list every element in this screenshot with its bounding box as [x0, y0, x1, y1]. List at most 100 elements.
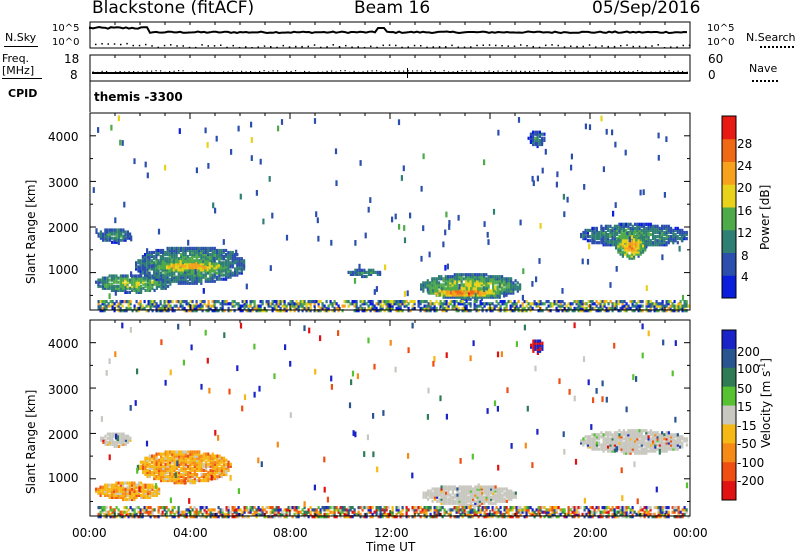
- power-region-5-cell: [460, 285, 463, 289]
- power-region-3-cell: [175, 264, 178, 268]
- power-region-5-cell: [426, 281, 429, 285]
- velocity-region-2-cell: [220, 466, 223, 470]
- power-region-5-cell: [471, 275, 474, 279]
- power-region-1-cell: [140, 286, 143, 290]
- power-scatter-cell: [215, 135, 218, 142]
- velocity-region-0-cell: [127, 434, 130, 438]
- velocity-region-1-cell: [108, 495, 111, 499]
- velocity-region-2-cell: [209, 462, 212, 466]
- velocity-region-3-cell: [451, 489, 454, 493]
- velocity-region-3-cell: [454, 499, 457, 503]
- power-nearrange-cell: [477, 309, 480, 313]
- power-nearrange-cell: [581, 302, 584, 306]
- power-region-3-cell: [193, 262, 196, 266]
- velocity-region-4-cell: [645, 449, 648, 453]
- power-region-1-cell: [97, 282, 100, 286]
- velocity-region-3-cell: [487, 499, 490, 503]
- power-region-8-cell: [602, 226, 605, 230]
- power-region-2-cell: [229, 263, 232, 267]
- power-scatter-cell: [207, 163, 210, 169]
- power-region-6-cell: [456, 295, 459, 299]
- power-scatter-cell: [133, 158, 136, 165]
- velocity-region-2-cell: [169, 477, 172, 481]
- velocity-region-1-cell: [133, 489, 136, 493]
- power-region-2-cell: [144, 269, 147, 273]
- power-scatter-cell: [250, 155, 253, 161]
- velocity-region-4-cell: [667, 441, 670, 445]
- velocity-region-4-cell: [638, 435, 641, 439]
- velocity-region-2-cell: [180, 466, 183, 470]
- power-region-5-cell: [471, 285, 474, 289]
- velocity-region-1-cell: [151, 483, 154, 487]
- power-region-2-cell: [211, 255, 214, 259]
- nave-point: [205, 71, 207, 73]
- power-region-8-cell: [652, 228, 655, 232]
- power-region-5-cell: [433, 287, 436, 291]
- power-nearrange-cell: [423, 306, 426, 310]
- power-region-5-cell: [519, 285, 522, 289]
- velocity-region-2-cell: [218, 466, 221, 470]
- power-region-2-cell: [186, 275, 189, 279]
- power-region-6-cell: [456, 289, 459, 293]
- nave-point: [547, 70, 549, 72]
- velocity-region-2-cell: [227, 460, 230, 464]
- velocity-region-0-cell: [118, 444, 121, 448]
- velocity-region-0-cell: [115, 442, 118, 446]
- power-nearrange-cell: [459, 302, 462, 306]
- power-region-8-cell: [647, 237, 650, 241]
- velocity-region-2-cell: [175, 454, 178, 458]
- power-region-0-cell: [122, 238, 125, 242]
- power-region-5-cell: [451, 279, 454, 283]
- velocity-region-1-cell: [104, 489, 107, 493]
- power-region-5-cell: [505, 293, 508, 297]
- power-nearrange-cell: [241, 309, 244, 313]
- velocity-region-2-cell: [160, 454, 163, 458]
- power-region-7-cell: [538, 132, 541, 136]
- power-nearrange-cell: [271, 306, 274, 310]
- power-region-8-cell: [591, 237, 594, 241]
- power-region-2-cell: [227, 259, 230, 263]
- power-region-6-cell: [470, 291, 473, 295]
- power-region-8-cell: [591, 235, 594, 239]
- velocity-region-2-cell: [173, 456, 176, 460]
- velocity-region-4-cell: [649, 431, 652, 435]
- power-nearrange-cell: [297, 309, 300, 313]
- power-region-2-cell: [186, 248, 189, 253]
- power-nearrange-cell: [385, 300, 388, 304]
- velocity-region-2-cell: [157, 477, 160, 481]
- power-nearrange-cell: [597, 309, 600, 313]
- power-region-5-cell: [442, 285, 445, 289]
- power-nearrange-cell: [213, 300, 216, 304]
- power-region-3-cell: [204, 268, 207, 272]
- freq-unit: [MHz]: [2, 64, 35, 77]
- power-region-9-cell: [621, 244, 624, 248]
- nave-point: [277, 70, 279, 72]
- power-region-6-cell: [490, 291, 493, 295]
- power-nearrange-cell: [475, 309, 478, 313]
- power-nearrange-cell: [655, 302, 658, 306]
- power-region-5-cell: [444, 281, 447, 285]
- power-region-9-cell: [639, 246, 642, 250]
- velocity-region-3-cell: [481, 497, 484, 501]
- nave-point: [97, 71, 99, 74]
- nave-point: [416, 70, 418, 72]
- power-region-5-cell: [492, 277, 495, 281]
- power-region-0-cell: [104, 238, 107, 242]
- velocity-region-2-cell: [171, 450, 174, 454]
- power-region-8-cell: [602, 241, 605, 245]
- velocity-region-0-cell: [113, 444, 116, 448]
- power-nearrange-cell: [191, 300, 194, 304]
- power-region-3-cell: [197, 264, 200, 268]
- power-scatter-cell: [446, 263, 449, 270]
- velocity-region-3-cell: [487, 493, 490, 497]
- power-region-2-cell: [238, 257, 241, 261]
- velocity-region-4-cell: [631, 447, 634, 451]
- power-region-6-cell: [499, 291, 502, 295]
- velocity-region-4-cell: [618, 435, 621, 439]
- power-region-5-cell: [496, 275, 499, 279]
- power-scatter-cell: [367, 206, 370, 213]
- velocity-region-4-cell: [593, 443, 596, 447]
- power-region-8-cell: [609, 228, 612, 232]
- power-region-9-cell: [628, 234, 631, 238]
- power-region-5-cell: [485, 279, 488, 283]
